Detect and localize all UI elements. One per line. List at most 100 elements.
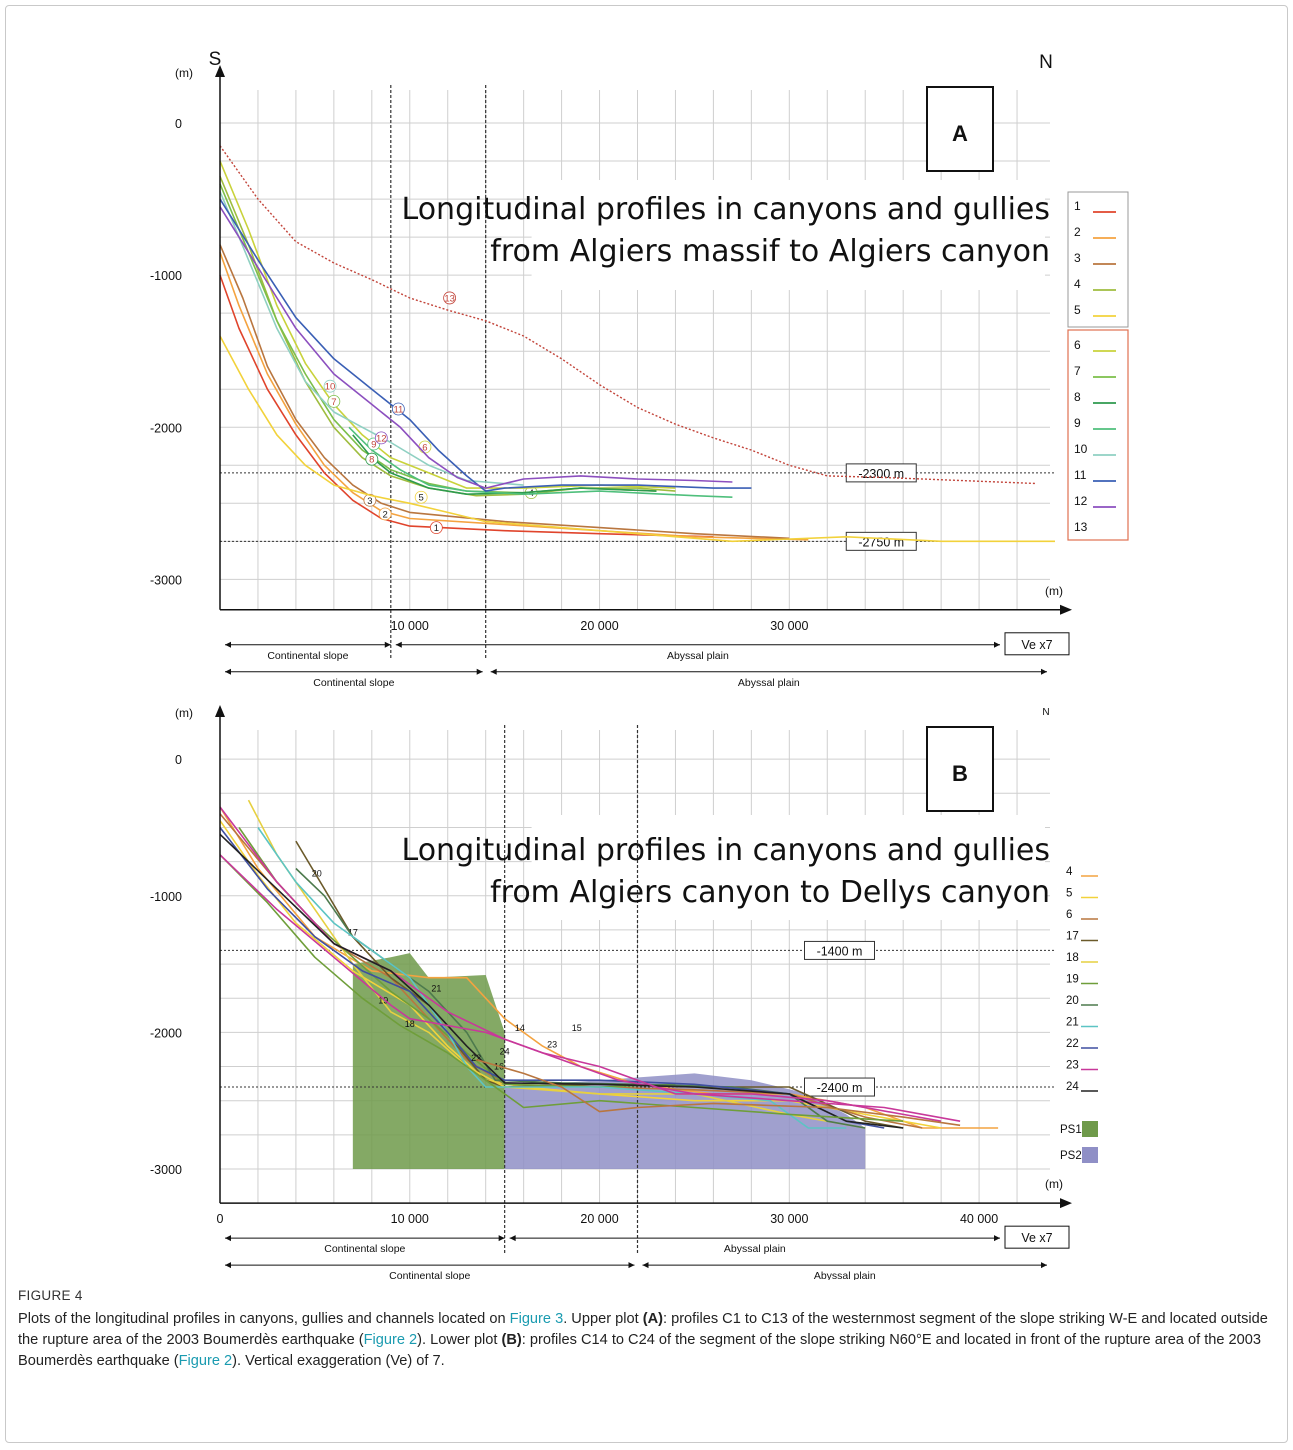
zone-arrow-right <box>498 1235 505 1242</box>
x-tick-label: 30 000 <box>770 619 808 633</box>
profile-label: 23 <box>547 1039 557 1049</box>
reference-label: -2400 m <box>817 1081 863 1095</box>
profile-line-11 <box>219 198 752 492</box>
profile-label-marker <box>443 291 457 305</box>
zone-arrow-left <box>225 641 231 648</box>
profile-label: 1 <box>434 523 439 534</box>
y-axis-arrow <box>215 65 225 77</box>
chart-title: Longitudinal profiles in canyons and gul… <box>402 192 1050 227</box>
y-axis-unit: (m) <box>175 706 193 720</box>
y-tick-label: 0 <box>175 117 182 131</box>
legend-label: 3 <box>1074 251 1081 265</box>
y-tick-label: -3000 <box>150 1163 182 1177</box>
profile-label-marker <box>365 452 379 466</box>
legend-label: 13 <box>1074 520 1088 534</box>
zone-label: Abyssal plain <box>738 677 800 689</box>
legend-label: 6 <box>1066 909 1072 921</box>
x-tick-label: 30 000 <box>770 1212 808 1226</box>
y-axis-arrow <box>215 705 225 717</box>
profile-label-marker <box>363 493 377 507</box>
zone-arrow-right <box>1041 1262 1047 1269</box>
zone-arrow-right <box>628 1262 635 1269</box>
zone-arrow-right <box>994 641 1000 648</box>
legend-label: 9 <box>1074 416 1081 430</box>
legend-label: 18 <box>1066 952 1079 964</box>
caption-text: Plots of the longitudinal profiles in ca… <box>18 1309 1273 1372</box>
legend-label: 24 <box>1066 1081 1079 1093</box>
profile-line-18 <box>247 799 866 1129</box>
legend-label: 12 <box>1074 494 1088 508</box>
profile-line-14 <box>219 854 942 1122</box>
chart-title: Longitudinal profiles in canyons and gul… <box>402 833 1050 868</box>
legend-label: 5 <box>1074 303 1081 317</box>
reference-label: -2300 m <box>858 467 904 481</box>
legend-box-2 <box>1067 329 1129 541</box>
profile-label: 21 <box>431 983 441 993</box>
panel-label: B <box>952 761 968 786</box>
compass-north: N <box>1042 707 1049 718</box>
legend-label: 19 <box>1066 974 1079 986</box>
zone-label: Abyssal plain <box>724 1243 786 1255</box>
zone-arrow-right <box>994 1235 1000 1242</box>
legend-area-swatch <box>1082 1121 1098 1137</box>
zone-arrow-left <box>509 1235 516 1242</box>
zone-arrow-left <box>490 668 497 675</box>
profile-label: 7 <box>331 397 336 408</box>
legend-label: 2 <box>1074 225 1081 239</box>
zone-arrow-left <box>225 1235 231 1242</box>
legend-box-1 <box>1067 191 1129 328</box>
legend-label: 7 <box>1074 364 1081 378</box>
profile-label-marker <box>323 379 337 393</box>
profile-label: 12 <box>376 433 387 444</box>
reference-label-box <box>804 940 875 960</box>
legend-label: 17 <box>1066 931 1079 943</box>
profile-label-marker <box>414 490 428 504</box>
profile-line-13 <box>219 145 1037 485</box>
profile-label: 11 <box>393 405 403 416</box>
caption-part: ). Lower plot <box>417 1332 502 1348</box>
profile-label-marker <box>429 521 443 535</box>
profile-label: 9 <box>371 439 376 450</box>
profile-label-marker <box>374 431 388 445</box>
profile-line-10 <box>219 191 524 486</box>
y-tick-label: -1000 <box>150 890 182 904</box>
legend-label: 5 <box>1066 888 1072 900</box>
zone-label: Abyssal plain <box>667 650 729 662</box>
y-tick-label: 0 <box>175 753 182 767</box>
profile-line-1 <box>219 274 714 538</box>
compass-south: S <box>209 49 222 70</box>
figure-2-link[interactable]: Figure 2 <box>178 1353 233 1369</box>
profile-label: 3 <box>367 496 372 507</box>
caption-part: : profiles C1 to C13 of the westernmost … <box>18 1311 1268 1348</box>
profile-label-marker <box>391 402 405 416</box>
profile-line-9 <box>348 426 733 498</box>
zone-arrow-left <box>642 1262 649 1269</box>
y-tick-label: -1000 <box>150 269 182 283</box>
profile-label: 13 <box>444 293 455 304</box>
zone-arrow-left <box>395 641 402 648</box>
profile-label: 19 <box>378 996 388 1006</box>
legend-label: 10 <box>1074 442 1088 456</box>
profile-label: 17 <box>348 927 358 937</box>
legend-label: 1 <box>1074 199 1081 213</box>
y-tick-label: -2000 <box>150 421 182 435</box>
zone-arrow-left <box>225 1262 231 1269</box>
zone-arrow-left <box>225 668 231 675</box>
figure-3-link[interactable]: Figure 3 <box>509 1311 564 1327</box>
zone-label: Continental slope <box>389 1270 470 1280</box>
title-backdrop <box>531 815 1045 920</box>
caption-bold-a: (A) <box>642 1311 663 1327</box>
zone-label: Abyssal plain <box>814 1270 876 1280</box>
profile-line-16 <box>219 854 904 1122</box>
profile-label: 6 <box>422 443 427 454</box>
figure-2-link[interactable]: Figure 2 <box>363 1332 418 1348</box>
reference-label: -1400 m <box>817 944 863 958</box>
legend-label: 20 <box>1066 995 1079 1007</box>
caption-part: Plots of the longitudinal profiles in ca… <box>18 1311 510 1327</box>
profile-label: 2 <box>382 509 387 520</box>
zone-arrow-right <box>476 668 483 675</box>
legend-label: 23 <box>1066 1060 1079 1072</box>
caption-part: ). Vertical exaggeration (Ve) of 7. <box>232 1353 445 1369</box>
profile-line-12 <box>219 206 733 489</box>
chart-subtitle: from Algiers massif to Algiers canyon <box>490 234 1050 269</box>
